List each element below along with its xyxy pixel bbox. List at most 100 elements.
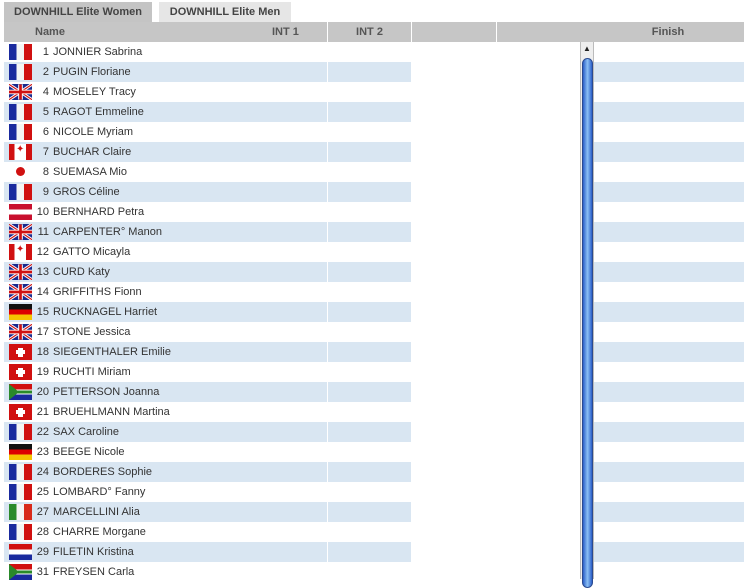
rider-name: GATTO Micayla xyxy=(53,246,131,258)
bib-number: 8 xyxy=(42,166,49,178)
flag-gb-icon xyxy=(9,84,32,100)
bib-number: 23 xyxy=(36,446,49,458)
table-row[interactable]: 20 PETTERSON Joanna xyxy=(0,382,747,402)
flag-fr-icon xyxy=(9,484,32,500)
int1-header-label: INT 1 xyxy=(272,26,299,38)
table-row[interactable]: 24 BORDERES Sophie xyxy=(0,462,747,482)
finish-cell xyxy=(594,402,744,422)
bib-number: 28 xyxy=(36,526,49,538)
rider-name: NICOLE Myriam xyxy=(53,126,134,138)
flag-gb-icon xyxy=(9,224,32,240)
rider-name: RAGOT Emmeline xyxy=(53,106,144,118)
int2-cell xyxy=(328,382,411,402)
table-row[interactable]: 19 RUCHTI Miriam xyxy=(0,362,747,382)
rider-name: BEEGE Nicole xyxy=(53,446,125,458)
name-cell xyxy=(4,422,327,442)
table-row[interactable]: 27 MARCELLINI Alia xyxy=(0,502,747,522)
rider-name: BRUEHLMANN Martina xyxy=(53,406,170,418)
rider-name: SIEGENTHALER Emilie xyxy=(53,346,171,358)
rider-name: PUGIN Floriane xyxy=(53,66,131,78)
int2-cell xyxy=(328,322,411,342)
bib-number: 31 xyxy=(36,566,49,578)
table-row[interactable]: 11 CARPENTER° Manon xyxy=(0,222,747,242)
flag-ch-icon xyxy=(9,364,32,380)
bib-number: 20 xyxy=(36,386,49,398)
int2-cell xyxy=(328,362,411,382)
int2-cell xyxy=(328,402,411,422)
finish-cell xyxy=(594,522,744,542)
rider-name: PETTERSON Joanna xyxy=(53,386,160,398)
name-cell xyxy=(4,182,327,202)
table-row[interactable]: 31 FREYSEN Carla xyxy=(0,562,747,582)
name-cell xyxy=(4,142,327,162)
flag-fr-icon xyxy=(9,184,32,200)
bib-number: 21 xyxy=(36,406,49,418)
table-row[interactable]: 15 RUCKNAGEL Harriet xyxy=(0,302,747,322)
flag-jp-icon xyxy=(9,164,32,180)
table-row[interactable]: 28 CHARRE Morgane xyxy=(0,522,747,542)
table-row[interactable]: 6 NICOLE Myriam xyxy=(0,122,747,142)
table-row[interactable]: 5 RAGOT Emmeline xyxy=(0,102,747,122)
rider-name: JONNIER Sabrina xyxy=(53,46,143,58)
finish-cell xyxy=(594,382,744,402)
finish-cell xyxy=(594,62,744,82)
bib-number: 7 xyxy=(42,146,49,158)
table-row[interactable]: 7 BUCHAR Claire xyxy=(0,142,747,162)
int2-cell xyxy=(328,202,411,222)
table-row[interactable]: 21 BRUEHLMANN Martina xyxy=(0,402,747,422)
flag-za-icon xyxy=(9,564,32,580)
int2-cell xyxy=(328,342,411,362)
finish-cell xyxy=(594,562,744,582)
finish-cell xyxy=(594,242,744,262)
scrollbar-thumb[interactable] xyxy=(582,58,593,588)
flag-hr-icon xyxy=(9,544,32,560)
bib-number: 11 xyxy=(37,226,49,238)
finish-cell xyxy=(594,182,744,202)
table-row[interactable]: 13 CURD Katy xyxy=(0,262,747,282)
table-row[interactable]: 23 BEEGE Nicole xyxy=(0,442,747,462)
column-header-name: Name INT 1 xyxy=(4,22,327,42)
table-row[interactable]: 1 JONNIER Sabrina xyxy=(0,42,747,62)
name-cell xyxy=(4,102,327,122)
int2-cell xyxy=(328,282,411,302)
table-row[interactable]: 18 SIEGENTHALER Emilie xyxy=(0,342,747,362)
bib-number: 13 xyxy=(36,266,49,278)
int2-cell xyxy=(328,562,411,582)
name-cell xyxy=(4,222,327,242)
table-row[interactable]: 8 SUEMASA Mio xyxy=(0,162,747,182)
table-row[interactable]: 2 PUGIN Floriane xyxy=(0,62,747,82)
finish-cell xyxy=(594,302,744,322)
bib-number: 19 xyxy=(36,366,49,378)
tab-downhill-elite-men[interactable]: DOWNHILL Elite Men xyxy=(159,2,291,22)
table-row[interactable]: 17 STONE Jessica xyxy=(0,322,747,342)
finish-cell xyxy=(594,82,744,102)
bib-number: 10 xyxy=(36,206,49,218)
finish-cell xyxy=(594,462,744,482)
table-row[interactable]: 9 GROS Céline xyxy=(0,182,747,202)
vertical-scrollbar[interactable]: ▲ xyxy=(580,42,594,588)
name-cell xyxy=(4,62,327,82)
int2-cell xyxy=(328,502,411,522)
bib-number: 4 xyxy=(42,86,49,98)
table-row[interactable]: 22 SAX Caroline xyxy=(0,422,747,442)
int2-cell xyxy=(328,542,411,562)
finish-cell xyxy=(594,442,744,462)
int2-cell xyxy=(328,262,411,282)
rider-name: MARCELLINI Alia xyxy=(53,506,140,518)
rider-name: MOSELEY Tracy xyxy=(53,86,136,98)
finish-cell xyxy=(594,202,744,222)
bib-number: 5 xyxy=(42,106,49,118)
int2-cell xyxy=(328,482,411,502)
table-row[interactable]: 29 FILETIN Kristina xyxy=(0,542,747,562)
scroll-up-arrow-icon[interactable]: ▲ xyxy=(583,44,591,53)
rider-name: CURD Katy xyxy=(53,266,110,278)
int2-cell xyxy=(328,102,411,122)
table-row[interactable]: 14 GRIFFITHS Fionn xyxy=(0,282,747,302)
table-row[interactable]: 25 LOMBARD° Fanny xyxy=(0,482,747,502)
tab-downhill-elite-women[interactable]: DOWNHILL Elite Women xyxy=(4,2,152,22)
table-row[interactable]: 4 MOSELEY Tracy xyxy=(0,82,747,102)
bib-number: 29 xyxy=(36,546,49,558)
rider-name: GRIFFITHS Fionn xyxy=(53,286,142,298)
table-row[interactable]: 12 GATTO Micayla xyxy=(0,242,747,262)
table-row[interactable]: 10 BERNHARD Petra xyxy=(0,202,747,222)
